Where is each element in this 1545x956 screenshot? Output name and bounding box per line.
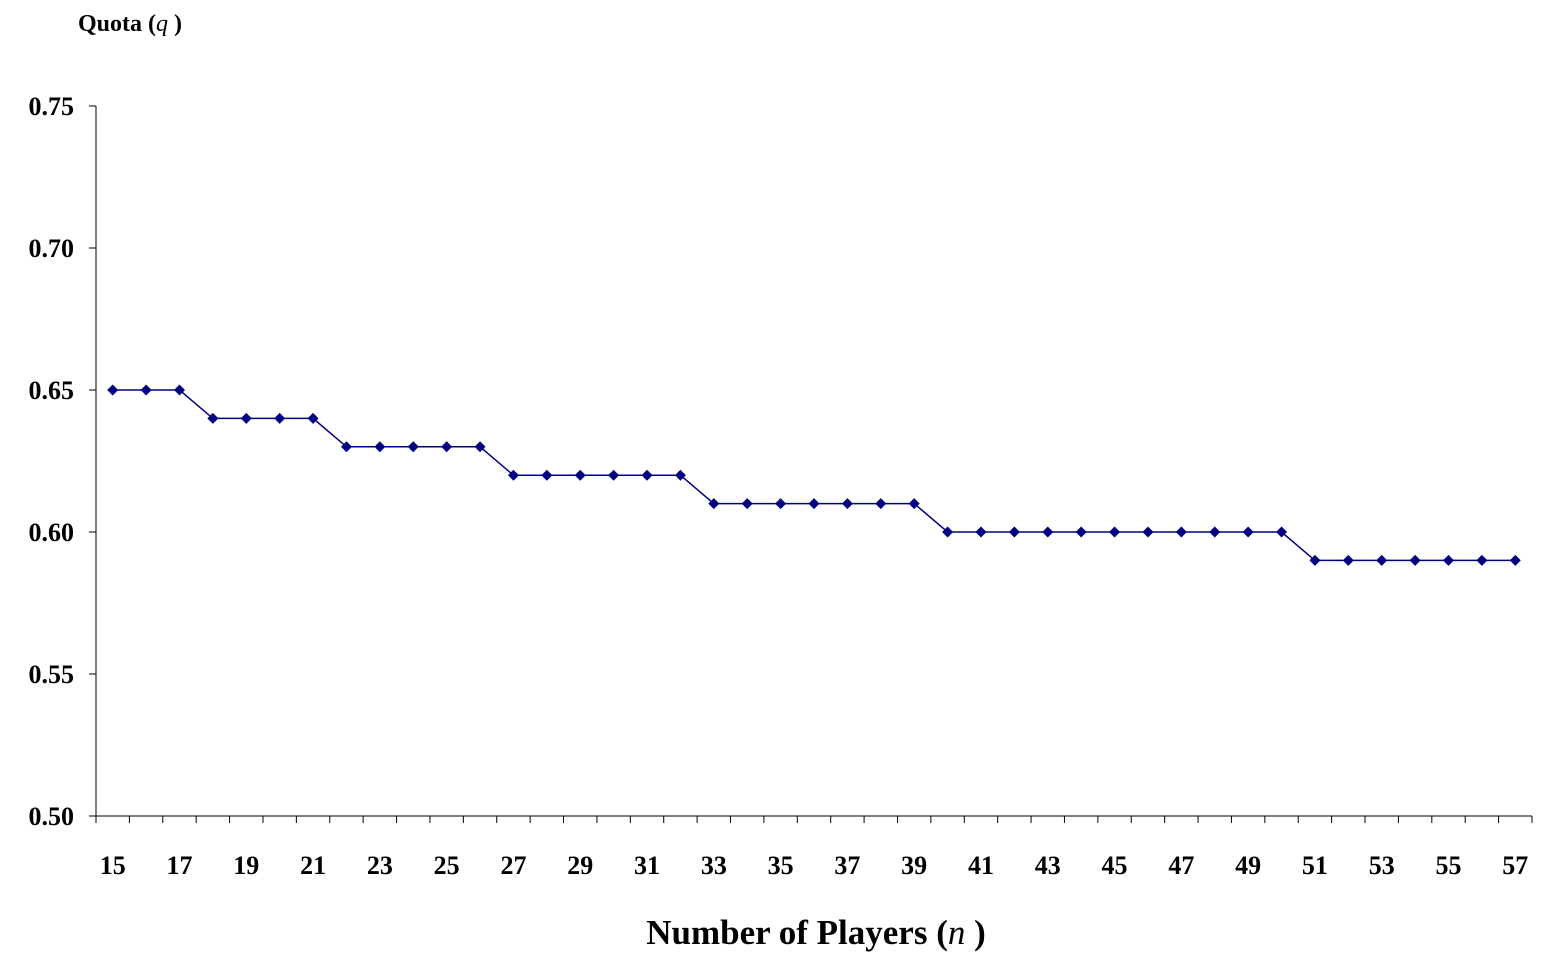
x-tick-label: 37 [834,851,860,880]
x-axis: 15 17 19 21 23 25 27 29 31 33 35 37 39 41 43 45 47 49 51 53… [95,815,1533,880]
data-point-marker [1376,554,1388,566]
y-axis-title-text: Quota (q ) [78,11,182,37]
y-tick-label: 0.65 [29,376,75,405]
x-tick-label: 57 [1502,851,1528,880]
data-point-marker [507,469,519,481]
x-axis-title: Number of Players (n ) [646,913,986,952]
data-point-marker [240,412,252,424]
data-point-marker [808,498,820,510]
data-point-marker [107,384,119,396]
data-point-marker [541,469,553,481]
x-tick-label: 49 [1235,851,1261,880]
data-point-marker [474,441,486,453]
x-tick-label: 19 [233,851,259,880]
y-tick-label: 0.75 [29,92,75,121]
x-axis-title-var: n [948,913,966,952]
x-tick-label: 43 [1035,851,1061,880]
data-point-marker [441,441,453,453]
y-tick-label: 0.50 [29,802,75,831]
data-point-marker [1409,554,1421,566]
data-point-marker [674,469,686,481]
data-point-marker [1276,526,1288,538]
data-point-marker [975,526,987,538]
series-line [112,389,1516,562]
data-point-marker [207,412,219,424]
data-point-marker [741,498,753,510]
data-point-marker [1109,526,1121,538]
x-tick-label: 17 [166,851,192,880]
data-point-marker [1443,554,1455,566]
x-tick-label: 29 [567,851,593,880]
x-tick-label: 51 [1302,851,1328,880]
data-point-marker [1075,526,1087,538]
data-point-marker [875,498,887,510]
x-tick-label: 55 [1436,851,1462,880]
data-point-marker [1509,554,1521,566]
data-point-marker [1309,554,1321,566]
data-point-marker [775,498,787,510]
data-point-marker [942,526,954,538]
data-point-marker [1042,526,1054,538]
data-point-marker [307,412,319,424]
data-point-marker [407,441,419,453]
data-point-marker [1142,526,1154,538]
data-point-marker [1242,526,1254,538]
x-axis-title-label: Number of Players [646,913,927,952]
x-tick-label: 35 [768,851,794,880]
data-point-marker [1476,554,1488,566]
x-tick-label: 31 [634,851,660,880]
x-tick-label: 15 [100,851,126,880]
data-point-marker [340,441,352,453]
x-tick-label: 27 [500,851,526,880]
data-point-marker [708,498,720,510]
x-tick-label: 53 [1369,851,1395,880]
data-point-marker [1342,554,1354,566]
data-point-marker [908,498,920,510]
data-point-marker [1175,526,1187,538]
series-layer [107,384,1521,566]
x-tick-label: 25 [434,851,460,880]
x-tick-label: 47 [1168,851,1194,880]
y-axis-title-var: q [156,11,168,37]
data-point-marker [173,384,185,396]
data-point-marker [1209,526,1221,538]
data-point-marker [574,469,586,481]
x-tick-label: 45 [1102,851,1128,880]
x-axis-title-text: Number of Players (n ) [646,913,986,952]
y-axis: 0.50 0.55 0.60 0.65 0.70 0.75 [29,92,97,831]
data-point-marker [608,469,620,481]
data-point-marker [140,384,152,396]
data-point-marker [1008,526,1020,538]
data-point-marker [641,469,653,481]
data-point-marker [374,441,386,453]
x-tick-label: 41 [968,851,994,880]
y-tick-label: 0.70 [29,234,75,263]
y-tick-label: 0.55 [29,660,75,689]
y-axis-title-label: Quota [78,11,142,37]
x-tick-label: 23 [367,851,393,880]
data-point-marker [274,412,286,424]
y-tick-label: 0.60 [29,518,75,547]
x-tick-label: 33 [701,851,727,880]
x-tick-label: 39 [901,851,927,880]
data-point-marker [841,498,853,510]
x-tick-label: 21 [300,851,326,880]
y-axis-title: Quota (q ) [78,11,182,37]
